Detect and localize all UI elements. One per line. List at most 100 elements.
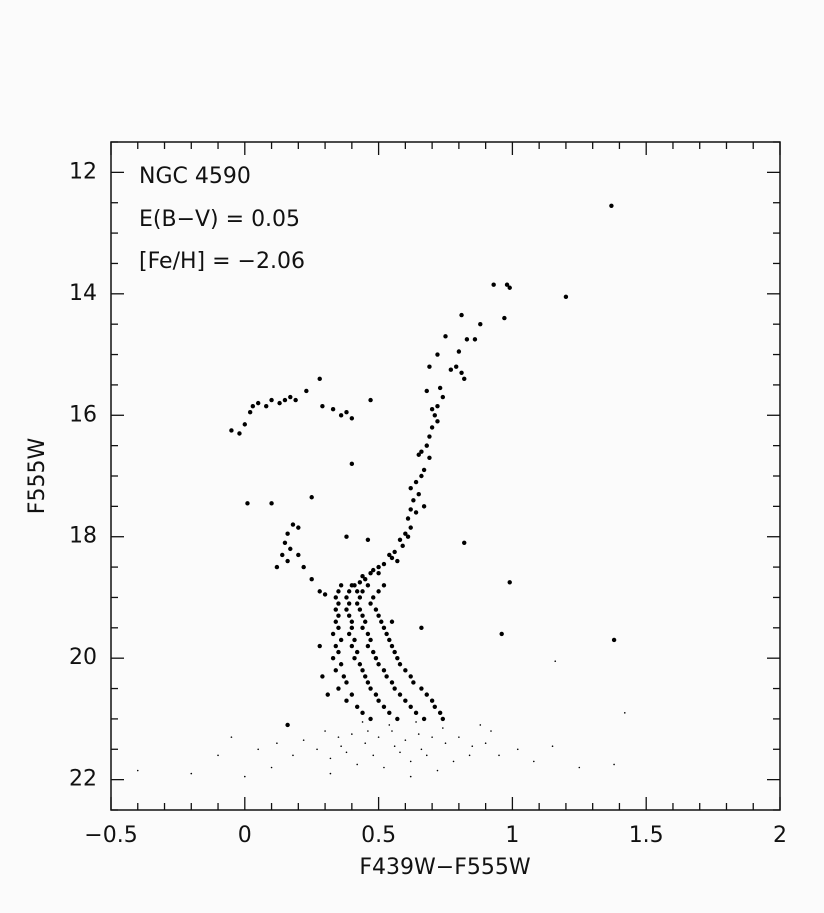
data-point bbox=[395, 558, 400, 564]
data-point bbox=[392, 549, 397, 555]
data-point bbox=[296, 525, 301, 530]
data-point bbox=[464, 337, 470, 342]
data-point bbox=[415, 721, 417, 723]
data-point bbox=[349, 619, 355, 624]
data-point bbox=[432, 704, 437, 709]
data-point bbox=[309, 577, 314, 582]
data-point bbox=[381, 668, 387, 673]
data-point bbox=[269, 501, 274, 506]
data-point bbox=[420, 748, 423, 751]
data-point bbox=[365, 631, 371, 637]
data-point bbox=[322, 592, 328, 597]
y-tick-label: 18 bbox=[69, 524, 97, 549]
data-point bbox=[365, 537, 371, 542]
annotation: NGC 4590 bbox=[139, 164, 251, 189]
data-point bbox=[340, 745, 342, 748]
data-point bbox=[376, 564, 381, 570]
data-point bbox=[244, 775, 246, 778]
data-point bbox=[397, 537, 403, 542]
data-point bbox=[371, 567, 376, 573]
data-point bbox=[376, 570, 381, 576]
data-point bbox=[288, 546, 293, 552]
data-point bbox=[419, 625, 424, 631]
data-point bbox=[255, 400, 261, 406]
data-point bbox=[429, 698, 435, 703]
data-point bbox=[478, 321, 483, 327]
data-point bbox=[360, 589, 365, 594]
data-point bbox=[387, 552, 392, 558]
data-point bbox=[413, 710, 419, 716]
data-point bbox=[479, 724, 482, 726]
y-tick-label: 16 bbox=[69, 402, 97, 427]
data-point bbox=[276, 742, 278, 744]
data-point bbox=[452, 760, 455, 763]
data-point bbox=[264, 403, 269, 409]
data-point bbox=[346, 631, 352, 637]
data-point bbox=[399, 751, 401, 754]
data-point bbox=[403, 698, 408, 703]
data-point bbox=[393, 745, 396, 748]
data-point bbox=[346, 613, 352, 618]
data-point bbox=[293, 397, 298, 403]
data-point bbox=[403, 668, 408, 673]
data-point bbox=[376, 613, 381, 618]
data-point bbox=[381, 561, 387, 567]
data-point bbox=[416, 452, 421, 457]
data-point bbox=[384, 674, 389, 679]
data-point bbox=[373, 655, 379, 661]
data-point bbox=[344, 698, 349, 703]
data-point bbox=[499, 631, 504, 637]
data-point bbox=[417, 733, 420, 735]
data-point bbox=[424, 692, 429, 697]
data-point bbox=[320, 403, 325, 409]
y-axis-label: F555W bbox=[25, 438, 50, 515]
data-point bbox=[408, 507, 413, 512]
x-tick-label: −0.5 bbox=[84, 823, 137, 848]
data-point bbox=[578, 766, 581, 769]
data-point bbox=[333, 607, 338, 612]
data-point bbox=[563, 294, 569, 300]
data-point bbox=[381, 583, 387, 588]
data-point bbox=[363, 619, 368, 624]
data-point bbox=[324, 730, 326, 732]
data-point bbox=[336, 589, 341, 594]
x-tick-label: 2 bbox=[773, 823, 787, 848]
data-point bbox=[344, 534, 349, 539]
data-point bbox=[365, 680, 371, 685]
y-tick-label: 20 bbox=[69, 645, 97, 670]
data-point bbox=[425, 754, 428, 757]
data-point bbox=[247, 410, 253, 415]
data-point bbox=[440, 394, 446, 400]
data-point bbox=[296, 552, 301, 558]
data-point bbox=[229, 428, 234, 433]
data-point bbox=[421, 716, 427, 722]
data-point bbox=[381, 704, 387, 709]
data-point bbox=[623, 712, 626, 714]
data-point bbox=[377, 736, 380, 738]
data-point bbox=[429, 425, 435, 430]
data-point bbox=[368, 686, 373, 691]
data-point bbox=[472, 337, 478, 342]
data-point bbox=[349, 692, 355, 697]
data-point bbox=[388, 724, 391, 726]
data-point bbox=[419, 473, 424, 479]
data-point bbox=[471, 745, 474, 748]
data-point bbox=[338, 413, 344, 418]
data-point bbox=[419, 449, 424, 454]
data-point bbox=[269, 397, 274, 403]
data-point bbox=[349, 416, 355, 421]
data-point bbox=[404, 739, 407, 741]
data-point bbox=[436, 769, 439, 772]
data-point bbox=[274, 564, 280, 570]
data-point bbox=[257, 748, 259, 751]
data-point bbox=[360, 710, 365, 716]
x-tick-label: 0 bbox=[238, 823, 252, 848]
data-point bbox=[344, 410, 349, 415]
data-point bbox=[504, 282, 510, 287]
data-point bbox=[462, 540, 467, 545]
data-point bbox=[397, 662, 403, 667]
data-point bbox=[421, 467, 427, 473]
data-point bbox=[408, 485, 413, 491]
data-point bbox=[373, 692, 379, 697]
data-point bbox=[609, 203, 614, 208]
